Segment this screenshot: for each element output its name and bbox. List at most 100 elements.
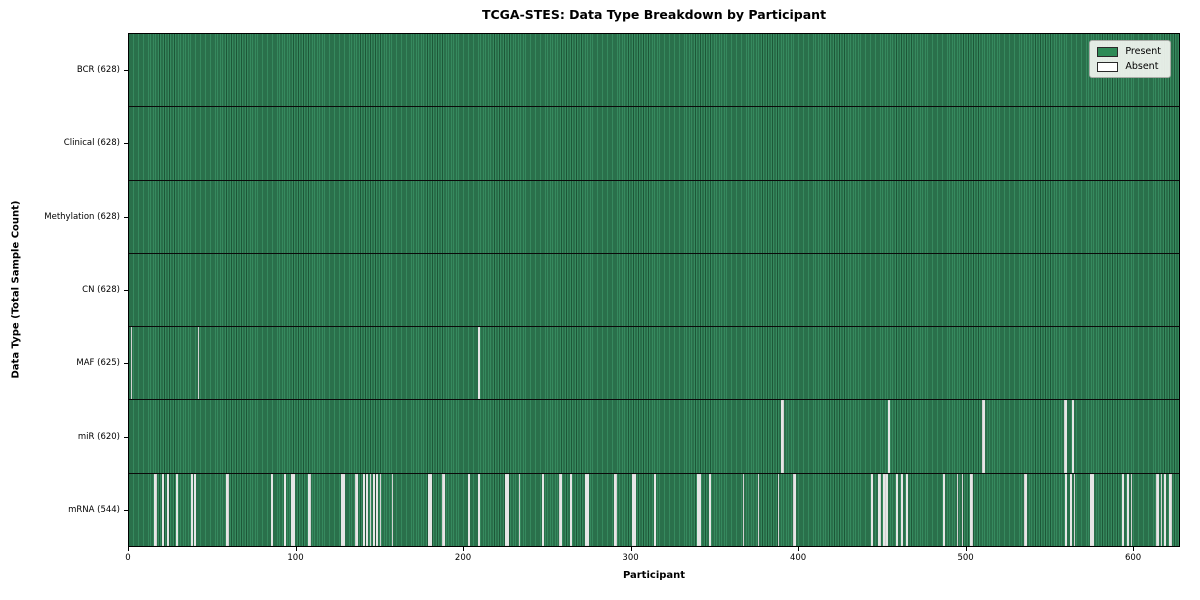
absent-stripe [1168, 473, 1171, 546]
x-tick-mark [1133, 547, 1135, 551]
absent-stripe [1130, 473, 1133, 546]
absent-stripe [190, 473, 193, 546]
absent-stripe [428, 473, 430, 546]
plot-area: Present Absent [128, 33, 1180, 547]
y-tick-label-mir: miR (620) [77, 431, 120, 442]
absent-stripe [292, 473, 295, 546]
x-tick-mark [630, 547, 632, 551]
absent-stripe [391, 473, 394, 546]
x-tick-label: 400 [789, 553, 807, 563]
absent-stripe [341, 473, 344, 546]
absent-stripe [167, 473, 170, 546]
absent-stripe [901, 473, 904, 546]
legend: Present Absent [1089, 40, 1171, 78]
absent-stripe [742, 473, 745, 546]
absent-stripe [379, 473, 382, 546]
absent-stripe [871, 473, 874, 546]
x-tick-mark [295, 547, 297, 551]
absent-stripe [1122, 473, 1124, 546]
absent-stripe [1090, 473, 1093, 546]
legend-item-present: Present [1097, 46, 1161, 57]
absent-stripe [518, 473, 521, 546]
absent-stripe [878, 473, 880, 546]
absent-stripe [782, 400, 785, 473]
absent-stripe [970, 473, 972, 546]
absent-stripe [613, 473, 616, 546]
absent-stripe [1073, 473, 1076, 546]
absent-stripe [1163, 473, 1166, 546]
absent-stripe [369, 473, 372, 546]
absent-stripe [1025, 473, 1027, 546]
legend-label-present: Present [1125, 46, 1161, 57]
absent-stripe [478, 327, 481, 400]
absent-stripe [792, 473, 795, 546]
absent-stripe [632, 473, 634, 546]
absent-stripe [284, 473, 287, 546]
absent-stripe [1065, 473, 1067, 546]
absent-stripe [896, 473, 899, 546]
y-tick-label-clinical: Clinical (628) [63, 138, 120, 149]
absent-stripe [1065, 400, 1067, 473]
absent-stripe [699, 473, 701, 546]
absent-stripe [1157, 473, 1159, 546]
absent-stripe [363, 473, 365, 546]
absent-stripe [227, 473, 230, 546]
absent-stripe [1170, 473, 1173, 546]
absent-stripe [155, 473, 158, 546]
absent-stripe [884, 473, 887, 546]
absent-stripe [697, 473, 700, 546]
absent-stripe [558, 473, 561, 546]
y-tick-label-mrna: mRNA (544) [68, 505, 120, 516]
absent-stripe [585, 473, 588, 546]
datatype-row-cn [129, 253, 1179, 328]
x-tick-label: 100 [287, 553, 304, 563]
x-tick-label: 300 [622, 553, 639, 563]
absent-stripe [570, 473, 573, 546]
datatype-row-maf [129, 327, 1179, 401]
x-tick-label: 600 [1124, 553, 1142, 563]
y-tick-mark [124, 216, 128, 218]
absent-stripe [971, 473, 974, 546]
heatmap-rows [129, 34, 1179, 546]
absent-stripe [879, 473, 882, 546]
absent-stripe [1070, 473, 1072, 546]
absent-stripe [1063, 400, 1066, 473]
absent-stripe [633, 473, 636, 546]
absent-stripe [1092, 473, 1094, 546]
legend-swatch-absent-icon [1097, 61, 1119, 72]
absent-stripe [354, 473, 357, 546]
absent-stripe [961, 473, 964, 546]
absent-stripe [366, 473, 369, 546]
absent-stripe [271, 473, 273, 546]
x-tick-mark [128, 547, 129, 551]
datatype-row-methylation [129, 180, 1179, 254]
absent-stripe [1160, 473, 1163, 546]
x-tick-label: 500 [957, 553, 974, 563]
absent-stripe [356, 473, 359, 546]
datatype-row-mir [129, 400, 1179, 474]
y-tick-label-maf: MAF (625) [76, 358, 120, 369]
absent-stripe [154, 473, 156, 546]
absent-stripe [1023, 473, 1026, 546]
absent-stripe [194, 473, 196, 546]
x-tick-label: 200 [454, 553, 472, 563]
y-tick-label-cn: CN (628) [82, 285, 120, 295]
absent-stripe [943, 473, 945, 546]
absent-stripe [197, 327, 200, 400]
absent-stripe [541, 473, 544, 546]
y-tick-mark [124, 363, 128, 365]
legend-swatch-present-icon [1097, 46, 1119, 57]
absent-stripe [983, 400, 986, 473]
absent-stripe [175, 473, 178, 546]
absent-stripe [757, 473, 760, 546]
absent-stripe [478, 473, 481, 546]
absent-stripe [1155, 473, 1158, 546]
absent-stripe [1127, 473, 1129, 546]
y-tick-label-bcr: BCR (628) [76, 64, 120, 75]
legend-item-absent: Absent [1097, 61, 1161, 72]
absent-stripe [794, 473, 797, 546]
absent-stripe [443, 473, 446, 546]
y-tick-mark [124, 436, 128, 438]
absent-stripe [309, 473, 312, 546]
